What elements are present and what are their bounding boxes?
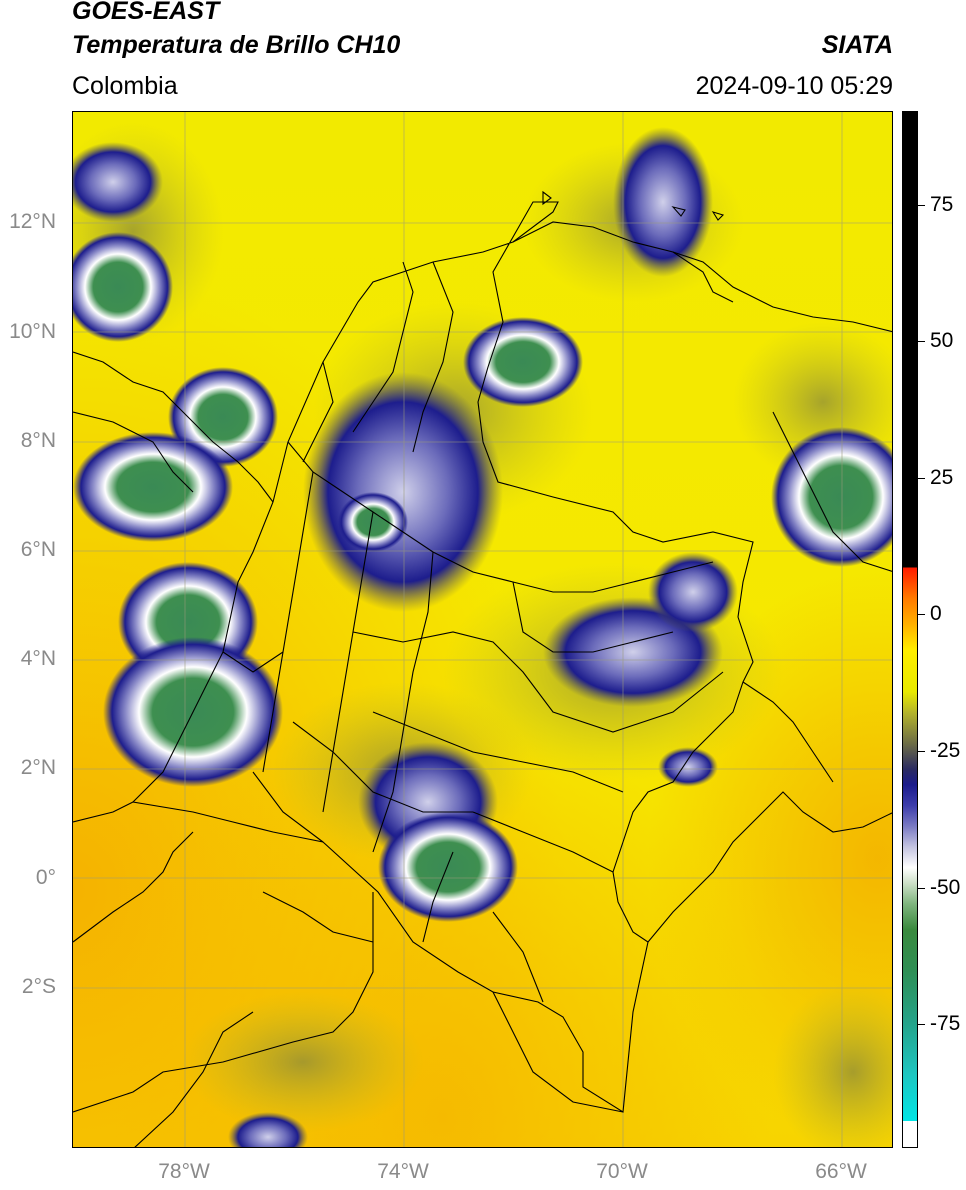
map-canvas bbox=[73, 112, 892, 1147]
colorbar-tick bbox=[918, 341, 925, 342]
colorbar-label-neg25: -25 bbox=[930, 739, 961, 762]
lon-label-66w: 66°W bbox=[815, 1160, 867, 1183]
lat-label-2s: 2°S bbox=[21, 975, 56, 998]
lon-label-78w: 78°W bbox=[158, 1160, 210, 1183]
temperature-colorbar bbox=[902, 111, 918, 1148]
lat-label-10n: 10°N bbox=[9, 320, 56, 343]
country-borders bbox=[73, 190, 892, 1147]
datetime-label: 2024-09-10 05:29 bbox=[695, 72, 893, 100]
colorbar-tick bbox=[918, 888, 925, 889]
colorbar-tick bbox=[918, 205, 925, 206]
lon-label-74w: 74°W bbox=[377, 1160, 429, 1183]
lat-label-8n: 8°N bbox=[20, 429, 56, 452]
satellite-map[interactable] bbox=[72, 111, 893, 1148]
organization-label: SIATA bbox=[821, 31, 893, 59]
colorbar-label-neg50: -50 bbox=[930, 876, 961, 899]
lat-label-2n: 2°N bbox=[20, 756, 56, 779]
colorbar-label-75: 75 bbox=[930, 193, 954, 216]
colorbar-tick bbox=[918, 1024, 925, 1025]
lat-label-12n: 12°N bbox=[9, 210, 56, 233]
colorbar-tick bbox=[918, 478, 925, 479]
lat-label-6n: 6°N bbox=[20, 538, 56, 561]
colorbar-tick bbox=[918, 614, 925, 615]
region-label: Colombia bbox=[72, 72, 178, 100]
colorbar-label-neg75: -75 bbox=[930, 1012, 961, 1035]
product-title: Temperatura de Brillo CH10 bbox=[72, 31, 401, 59]
lat-label-equator: 0° bbox=[35, 866, 56, 889]
lat-label-4n: 4°N bbox=[20, 647, 56, 670]
colorbar-label-50: 50 bbox=[930, 329, 954, 352]
lon-label-70w: 70°W bbox=[596, 1160, 648, 1183]
colorbar-label-25: 25 bbox=[930, 466, 954, 489]
satellite-title: GOES-EAST bbox=[72, 0, 220, 25]
colorbar-tick bbox=[918, 751, 925, 752]
colorbar-label-0: 0 bbox=[930, 602, 942, 625]
